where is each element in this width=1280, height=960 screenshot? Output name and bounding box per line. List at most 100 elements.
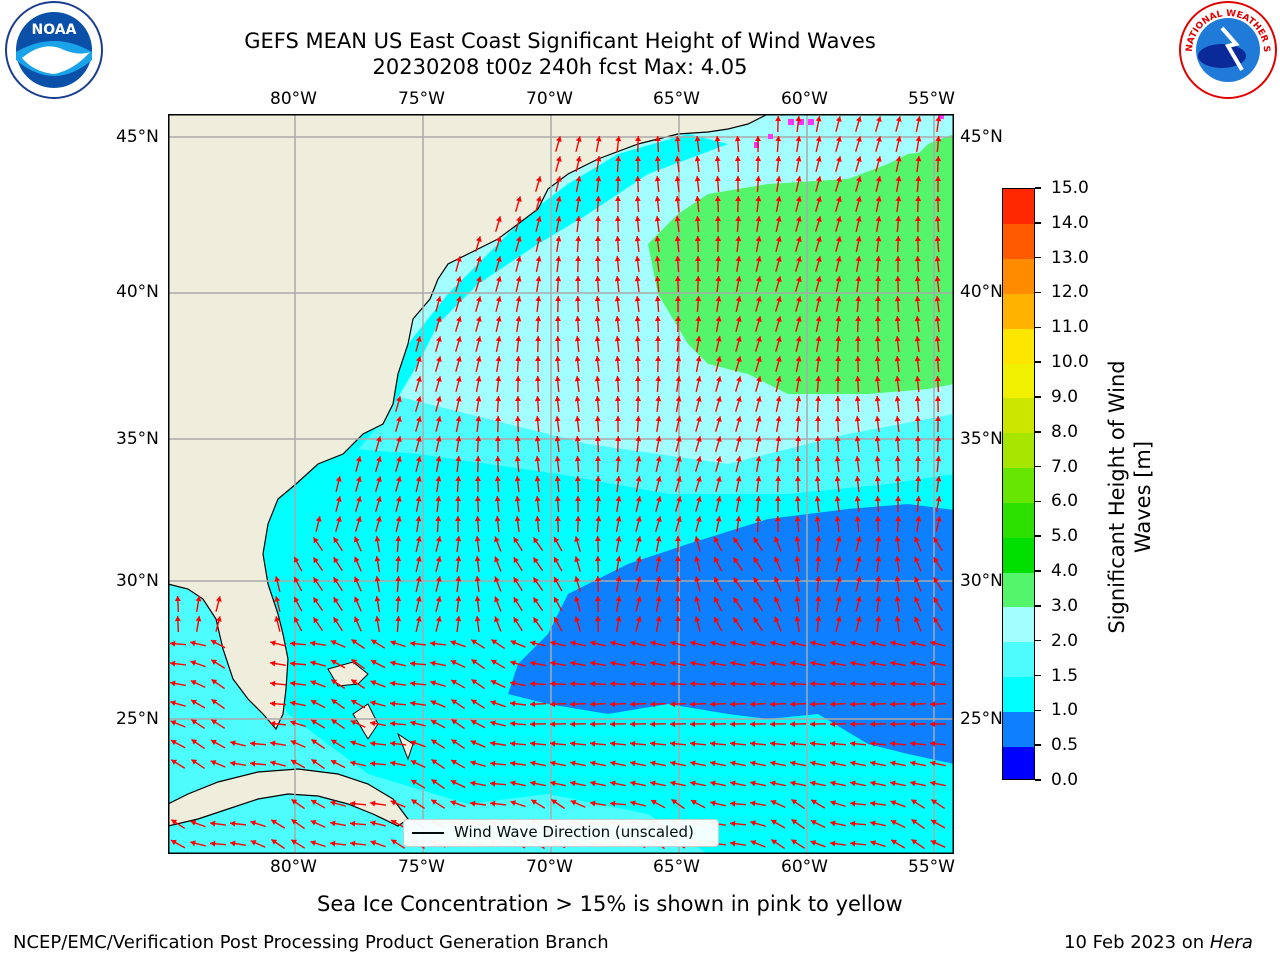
wind-wave-arrow	[890, 819, 906, 829]
wind-wave-arrow	[915, 195, 922, 213]
wind-wave-arrow	[569, 740, 587, 747]
wind-wave-arrow	[875, 215, 882, 233]
wind-wave-arrow	[855, 156, 862, 172]
wind-wave-arrow	[455, 396, 462, 412]
wind-wave-arrow	[914, 235, 921, 253]
wind-wave-arrow	[753, 596, 763, 612]
wind-wave-arrow	[390, 800, 406, 808]
wind-wave-arrow	[529, 680, 547, 687]
wind-wave-arrow	[455, 276, 462, 292]
wind-wave-arrow	[791, 818, 805, 830]
wind-wave-arrow	[749, 680, 767, 687]
wind-wave-arrow	[394, 436, 402, 452]
wind-wave-arrow	[174, 615, 181, 633]
wind-wave-arrow	[869, 800, 887, 807]
lon-label-bottom: 65°W	[653, 857, 700, 877]
wind-wave-arrow	[755, 515, 762, 533]
wind-wave-arrow	[829, 721, 847, 728]
wind-wave-arrow	[854, 136, 862, 152]
wind-wave-arrow	[735, 276, 742, 292]
wind-wave-arrow	[250, 820, 266, 828]
wind-wave-arrow	[770, 660, 786, 667]
wind-wave-arrow	[229, 840, 247, 847]
wind-wave-arrow	[790, 760, 806, 767]
wind-wave-arrow	[615, 616, 622, 632]
wind-wave-arrow	[435, 436, 442, 452]
wind-wave-arrow	[289, 680, 307, 687]
wind-wave-arrow	[553, 556, 563, 572]
wind-wave-arrow	[715, 255, 722, 273]
wind-wave-arrow	[774, 596, 782, 612]
lat-label-left: 40°N	[116, 282, 159, 302]
wind-wave-arrow	[754, 336, 762, 352]
wind-wave-arrow	[409, 680, 427, 687]
wind-wave-arrow	[715, 396, 722, 412]
wind-wave-arrow	[495, 395, 502, 413]
wind-wave-arrow	[769, 721, 787, 728]
wind-wave-arrow	[674, 595, 681, 613]
wind-wave-arrow	[195, 595, 202, 613]
wind-wave-arrow	[309, 640, 327, 647]
wind-wave-arrow	[415, 436, 422, 452]
wind-wave-arrow	[770, 640, 786, 647]
colorbar-tick-label: 0.0	[1051, 770, 1079, 790]
footer-host: Hera	[1209, 932, 1253, 953]
wind-wave-arrow	[574, 616, 581, 632]
wind-wave-arrow	[715, 376, 722, 392]
wind-wave-arrow	[514, 196, 522, 212]
wind-wave-arrow	[455, 575, 462, 593]
wind-wave-arrow	[695, 295, 702, 313]
wind-wave-arrow	[775, 175, 782, 193]
wind-wave-arrow	[590, 640, 606, 647]
wind-wave-arrow	[634, 255, 641, 273]
wind-wave-arrow	[695, 416, 702, 432]
wind-wave-arrow	[835, 136, 842, 152]
wind-wave-arrow	[854, 515, 861, 533]
wind-wave-arrow	[755, 276, 762, 292]
wind-wave-arrow	[350, 638, 366, 650]
wind-wave-arrow	[634, 355, 641, 373]
wind-wave-arrow	[494, 616, 502, 632]
wind-wave-arrow	[170, 700, 186, 707]
wind-wave-arrow	[914, 315, 921, 333]
wind-wave-arrow	[635, 576, 642, 592]
wind-wave-arrow	[895, 156, 902, 172]
wind-wave-arrow	[890, 760, 906, 767]
wind-wave-arrow	[689, 721, 707, 728]
wind-wave-arrow	[732, 597, 744, 611]
wind-wave-arrow	[269, 660, 287, 667]
wind-wave-arrow	[270, 819, 286, 829]
wind-wave-arrow	[850, 660, 866, 667]
wind-wave-arrow	[575, 156, 582, 172]
wind-wave-arrow	[494, 435, 501, 453]
wind-wave-arrow	[835, 276, 842, 292]
wind-wave-arrow	[674, 135, 681, 153]
wind-wave-arrow	[770, 760, 786, 767]
wind-wave-arrow	[694, 155, 701, 173]
wind-wave-arrow	[435, 475, 442, 493]
wind-wave-arrow	[735, 456, 742, 472]
wind-wave-arrow	[694, 536, 701, 552]
colorbar-tick-label: 1.0	[1051, 700, 1079, 721]
colorbar-bin	[1003, 223, 1034, 260]
wind-wave-arrow	[594, 455, 601, 473]
wind-wave-arrow	[615, 475, 622, 493]
wind-wave-arrow	[795, 236, 802, 252]
wind-wave-arrow	[915, 175, 922, 193]
lon-label-top: 70°W	[526, 89, 573, 109]
wind-wave-arrow	[310, 680, 326, 688]
wind-wave-arrow	[713, 556, 723, 572]
colorbar-bin	[1003, 328, 1034, 364]
wind-wave-arrow	[550, 660, 566, 667]
wind-wave-arrow	[814, 495, 821, 513]
wind-wave-arrow	[389, 740, 407, 747]
wind-wave-arrow	[375, 496, 382, 512]
wind-wave-arrow	[674, 255, 681, 273]
colorbar-tick-label: 15.0	[1051, 178, 1089, 198]
wind-wave-arrow	[395, 496, 402, 512]
wind-wave-arrow	[635, 415, 642, 433]
wind-wave-arrow	[354, 556, 362, 572]
wind-wave-arrow	[549, 740, 567, 747]
wind-wave-arrow	[790, 780, 806, 787]
wind-wave-arrow	[555, 255, 562, 273]
